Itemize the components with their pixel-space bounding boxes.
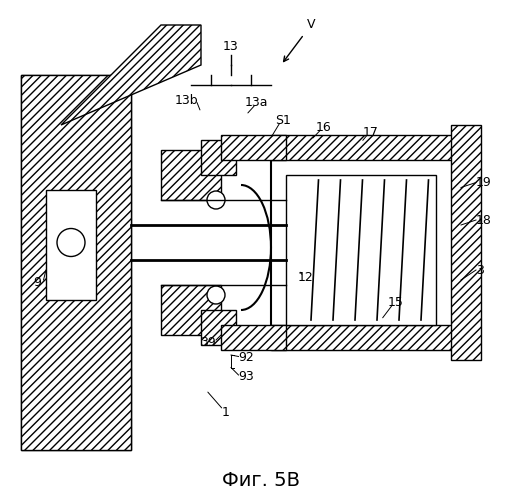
Text: 1: 1	[222, 406, 230, 419]
Bar	[46, 190, 96, 300]
Bar	[271, 135, 461, 160]
Circle shape	[57, 228, 85, 256]
Text: 15: 15	[388, 296, 404, 309]
Polygon shape	[161, 285, 221, 335]
Text: 39: 39	[200, 336, 216, 349]
Circle shape	[207, 286, 225, 304]
Text: Фиг. 5B: Фиг. 5B	[222, 470, 300, 490]
Bar	[221, 325, 286, 350]
Bar	[201, 310, 236, 345]
Text: 92: 92	[239, 351, 254, 364]
Text: 12: 12	[298, 271, 314, 284]
Bar	[271, 325, 461, 350]
Text: 13a: 13a	[244, 96, 268, 109]
Text: 13: 13	[223, 40, 239, 52]
Polygon shape	[61, 25, 201, 125]
Polygon shape	[21, 75, 131, 450]
Bar	[201, 140, 236, 175]
FancyBboxPatch shape	[21, 75, 131, 450]
Polygon shape	[161, 150, 221, 200]
Text: 13b: 13b	[174, 94, 198, 106]
Bar	[286, 175, 436, 325]
Text: 16: 16	[316, 121, 331, 134]
Text: 18: 18	[476, 214, 492, 226]
Text: 93: 93	[239, 370, 254, 382]
Text: 19: 19	[476, 176, 492, 189]
Text: 9: 9	[33, 276, 41, 289]
Text: 17: 17	[363, 126, 379, 139]
Text: V: V	[283, 18, 315, 62]
Text: S1: S1	[276, 114, 291, 126]
Circle shape	[207, 191, 225, 209]
Bar	[221, 135, 286, 160]
Bar	[451, 125, 481, 360]
Bar	[271, 140, 461, 350]
Text: 3: 3	[476, 264, 484, 276]
